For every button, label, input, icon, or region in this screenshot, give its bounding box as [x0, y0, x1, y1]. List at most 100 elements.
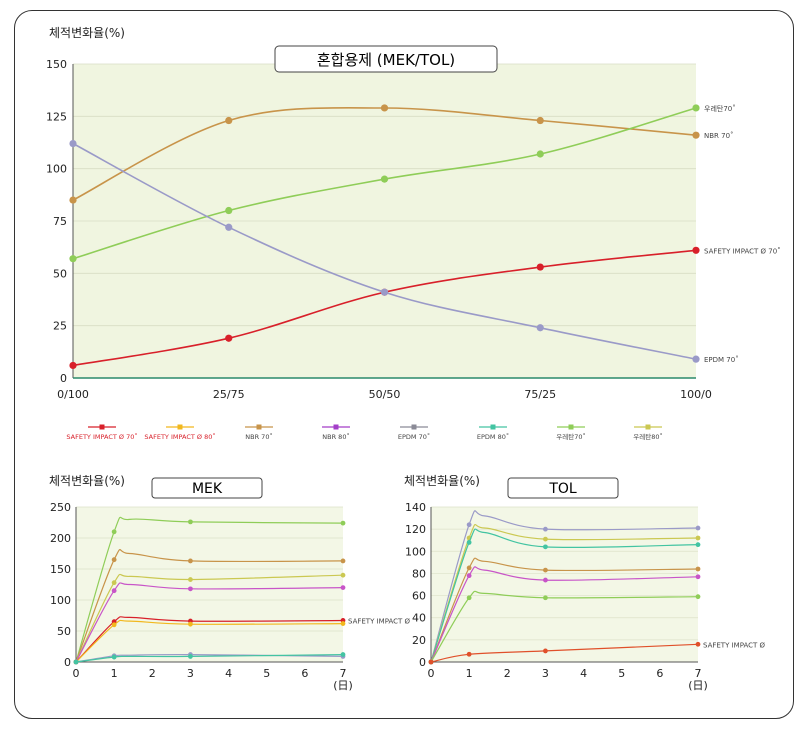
- data-point: [692, 104, 700, 112]
- x-axis-unit: (日): [688, 679, 708, 692]
- legend-label: SAFETY IMPACT Ø 80˚: [144, 433, 215, 441]
- legend-swatch-marker: [177, 424, 183, 430]
- y-tick-label: 50: [53, 267, 67, 280]
- y-axis-title: 체적변화율(%): [49, 474, 125, 488]
- y-tick-label: 0: [60, 372, 67, 385]
- legend-swatch-marker: [99, 424, 105, 430]
- legend-swatch-marker: [333, 424, 339, 430]
- y-tick-label: 75: [53, 215, 67, 228]
- legend-label: NBR 80˚: [322, 433, 349, 441]
- y-tick-label: 50: [57, 625, 71, 638]
- legend-swatch-marker: [411, 424, 417, 430]
- series-line: [75, 654, 344, 663]
- chart-title: MEK: [192, 481, 223, 497]
- data-point: [340, 558, 346, 564]
- data-point: [543, 577, 548, 583]
- legend-swatch-marker: [645, 424, 651, 430]
- x-tick-label: 1: [111, 667, 118, 680]
- data-point: [188, 621, 193, 627]
- x-tick-label: 5: [618, 667, 625, 680]
- x-tick-label: 4: [225, 667, 232, 680]
- series-line: [75, 516, 344, 663]
- data-point: [225, 334, 233, 342]
- x-tick-label: 0: [428, 667, 435, 680]
- series-line: [430, 643, 699, 663]
- legend-label: EPDM 70˚: [398, 433, 430, 441]
- data-point: [466, 522, 472, 528]
- x-tick-label: 4: [580, 667, 587, 680]
- legend-label: SAFETY IMPACT Ø 70˚: [66, 433, 137, 441]
- data-point: [340, 520, 346, 526]
- y-tick-label: 0: [419, 656, 426, 669]
- legend-label: NBR 70˚: [245, 433, 272, 441]
- series-line: [75, 616, 344, 663]
- series-line: [430, 566, 699, 663]
- data-point: [543, 526, 548, 532]
- data-point: [695, 535, 701, 541]
- data-point: [543, 567, 548, 573]
- legend-label: 우레탄80˚: [633, 432, 662, 441]
- data-point: [536, 263, 544, 271]
- legend-label: 우레탄70˚: [556, 432, 585, 441]
- data-point: [695, 641, 701, 647]
- data-point: [225, 206, 233, 215]
- data-point: [466, 565, 472, 571]
- data-point: [695, 542, 701, 548]
- series-end-label: SAFETY IMPACT Ø: [348, 617, 411, 625]
- data-point: [340, 572, 346, 578]
- legend-swatch-marker: [256, 424, 262, 430]
- data-point: [69, 196, 77, 204]
- y-tick-label: 120: [405, 523, 426, 536]
- data-point: [73, 659, 79, 665]
- data-point: [543, 536, 548, 542]
- y-tick-label: 40: [412, 612, 426, 625]
- data-point: [111, 529, 117, 535]
- data-point: [69, 361, 77, 370]
- y-tick-label: 250: [50, 501, 71, 514]
- data-point: [111, 654, 117, 660]
- y-tick-label: 60: [412, 590, 426, 603]
- data-point: [543, 544, 548, 550]
- legend-label: EPDM 80˚: [477, 433, 509, 441]
- data-point: [536, 324, 544, 332]
- series-line: [430, 590, 699, 663]
- series-line: [75, 549, 344, 663]
- x-tick-label: 2: [504, 667, 511, 680]
- data-point: [69, 139, 77, 148]
- x-tick-label: 6: [301, 667, 308, 680]
- y-tick-label: 140: [405, 501, 426, 514]
- series-line: [430, 524, 699, 663]
- y-tick-label: 200: [50, 532, 71, 545]
- y-tick-label: 125: [46, 110, 67, 123]
- series-end-label: 우레탄70˚: [704, 104, 736, 113]
- x-tick-label: 7: [695, 667, 702, 680]
- legend-swatch-marker: [568, 424, 574, 430]
- series-end-label: NBR 70˚: [704, 132, 734, 140]
- data-point: [188, 654, 193, 659]
- data-point: [111, 580, 117, 586]
- data-point: [695, 574, 701, 580]
- data-point: [466, 595, 472, 601]
- x-tick-label: 2: [149, 667, 156, 680]
- x-tick-label: 3: [187, 667, 194, 680]
- data-point: [380, 288, 389, 296]
- series-line: [430, 528, 699, 663]
- y-tick-label: 100: [50, 594, 71, 607]
- data-point: [692, 246, 700, 254]
- data-point: [340, 585, 346, 590]
- data-point: [188, 519, 193, 525]
- data-point: [340, 652, 346, 657]
- data-point: [543, 648, 548, 654]
- x-tick-label: 5: [263, 667, 270, 680]
- series-line: [430, 510, 699, 663]
- data-point: [543, 595, 548, 601]
- data-point: [111, 557, 117, 563]
- series-line: [430, 557, 699, 663]
- y-tick-label: 25: [53, 320, 67, 333]
- series-line: [75, 582, 344, 663]
- data-point: [428, 659, 434, 665]
- data-point: [188, 558, 193, 564]
- data-point: [692, 355, 700, 363]
- data-point: [69, 255, 77, 263]
- data-point: [225, 223, 233, 231]
